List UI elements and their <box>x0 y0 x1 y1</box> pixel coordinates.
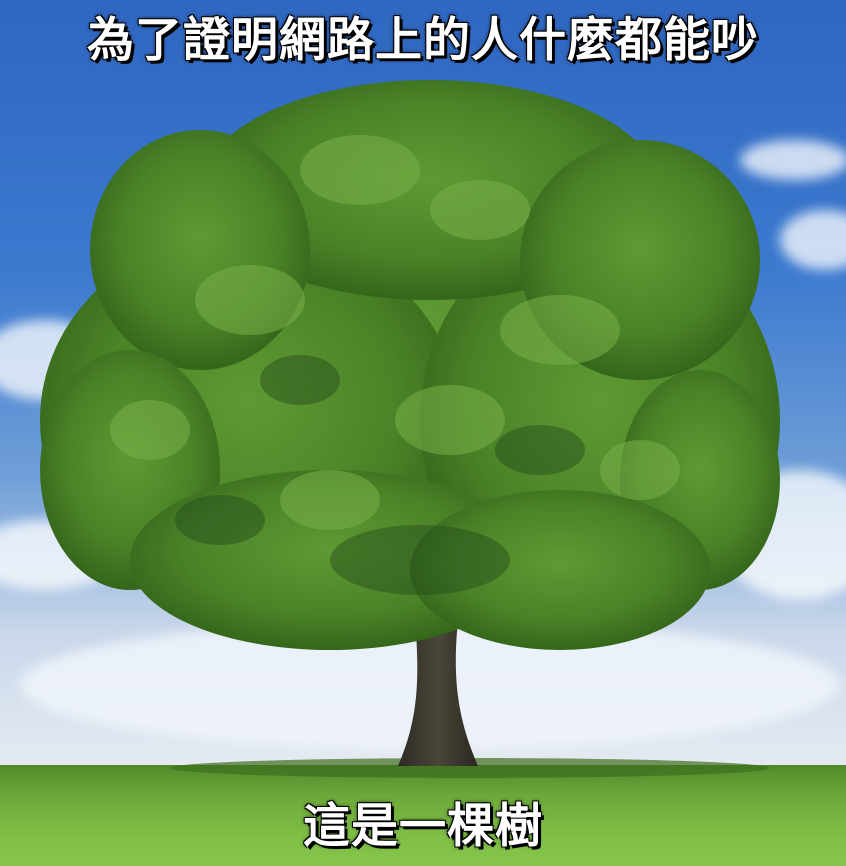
cloud <box>740 140 846 180</box>
bottom-caption: 這是一棵樹 <box>303 799 543 854</box>
canopy-shadows <box>175 355 585 595</box>
grass-field <box>0 765 846 866</box>
canopy-highlights <box>110 135 680 530</box>
tree-trunk <box>398 620 478 766</box>
top-caption: 為了證明網路上的人什麼都能吵 <box>87 13 759 68</box>
cloud <box>780 210 846 270</box>
tree-shadow <box>170 758 770 778</box>
